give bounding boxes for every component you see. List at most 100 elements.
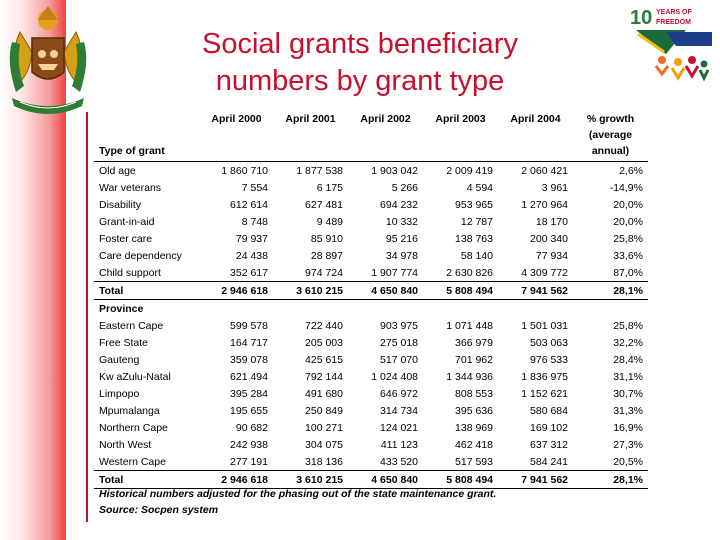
growth-value: 32,2% bbox=[613, 336, 643, 349]
cell-value: 3 610 215 bbox=[273, 281, 348, 300]
cell-value: 77 934 bbox=[535, 249, 568, 262]
cell-value: 314 734 bbox=[380, 404, 418, 417]
column-header: April 2004 bbox=[510, 113, 561, 125]
cell-value: 4 594 bbox=[466, 181, 493, 194]
total-row: Total 2 946 618 3 610 215 4 650 840 5 808 49… bbox=[94, 281, 648, 300]
growth-value: 87,0% bbox=[613, 266, 643, 279]
cell-value: 318 136 bbox=[305, 455, 343, 468]
table-row: Grant-in-aid 8 748 9 489 10 332 12 787 18 170… bbox=[94, 213, 648, 230]
grant-total: Total 2 946 618 3 610 215 4 650 840 5 808 49… bbox=[94, 281, 648, 300]
row-label: Western Cape bbox=[99, 455, 166, 468]
cell-value: 612 614 bbox=[230, 198, 268, 211]
row-label: Foster care bbox=[99, 232, 153, 245]
cell-value: 100 271 bbox=[305, 421, 343, 434]
cell-value: 646 972 bbox=[380, 387, 418, 400]
page-title: Social grants beneficiary numbers by gra… bbox=[140, 26, 580, 100]
cell-value: 58 140 bbox=[460, 249, 493, 262]
table-row: Disability 612 614 627 481 694 232 953 965 1 … bbox=[94, 196, 648, 213]
header-row: (average bbox=[94, 129, 648, 145]
cell-value: 1 860 710 bbox=[221, 164, 268, 177]
row-label: Free State bbox=[99, 336, 149, 349]
cell-value: 1 344 936 bbox=[446, 370, 493, 383]
cell-value: 164 717 bbox=[230, 336, 268, 349]
growth-value: 25,8% bbox=[613, 319, 643, 332]
cell-value: 1 903 042 bbox=[371, 164, 418, 177]
growth-value: 28,4% bbox=[613, 353, 643, 366]
cell-value: 85 910 bbox=[310, 232, 343, 245]
cell-value: 7 554 bbox=[241, 181, 268, 194]
cell-value: 359 078 bbox=[230, 353, 268, 366]
cell-value: 169 102 bbox=[530, 421, 568, 434]
cell-value: 637 312 bbox=[530, 438, 568, 451]
cell-value: 10 332 bbox=[385, 215, 418, 228]
province-total: Total 2 946 618 3 610 215 4 650 840 5 808 49… bbox=[94, 470, 648, 489]
growth-value: 31,1% bbox=[613, 370, 643, 383]
cell-value: 90 682 bbox=[235, 421, 268, 434]
table-row: War veterans 7 554 6 175 5 266 4 594 3 961 -14… bbox=[94, 179, 648, 196]
left-vertical-rule bbox=[86, 112, 88, 522]
grant-rows: Old age 1 860 710 1 877 538 1 903 042 2 009 … bbox=[94, 162, 648, 282]
cell-value: 304 075 bbox=[305, 438, 343, 451]
cell-value: 124 021 bbox=[380, 421, 418, 434]
cell-value: 5 808 494 bbox=[423, 470, 498, 489]
cell-value: 138 763 bbox=[455, 232, 493, 245]
cell-value: 627 481 bbox=[305, 198, 343, 211]
cell-value: 6 175 bbox=[316, 181, 343, 194]
table-row: Child support 352 617 974 724 1 907 774 2 63… bbox=[94, 264, 648, 282]
row-label: Disability bbox=[99, 198, 142, 211]
growth-value: 20,0% bbox=[613, 215, 643, 228]
growth-value: 20,0% bbox=[613, 198, 643, 211]
cell-value: 95 216 bbox=[385, 232, 418, 245]
column-header: April 2003 bbox=[435, 113, 486, 125]
cell-value: 1 024 408 bbox=[371, 370, 418, 383]
cell-value: 2 946 618 bbox=[200, 281, 273, 300]
cell-value: 200 340 bbox=[530, 232, 568, 245]
cell-value: 24 438 bbox=[235, 249, 268, 262]
ten-years-of-freedom-logo: 10 YEARS OF FREEDOM bbox=[630, 7, 712, 82]
cell-value: 352 617 bbox=[230, 266, 268, 279]
grants-table: April 2000 April 2001 April 2002 April 2… bbox=[94, 113, 648, 489]
row-label: Gauteng bbox=[99, 353, 140, 366]
cell-value: 2 009 419 bbox=[446, 164, 493, 177]
cell-value: 8 748 bbox=[241, 215, 268, 228]
cell-value: 3 610 215 bbox=[273, 470, 348, 489]
cell-value: 976 533 bbox=[530, 353, 568, 366]
cell-value: 28 897 bbox=[310, 249, 343, 262]
table-row: Old age 1 860 710 1 877 538 1 903 042 2 009 … bbox=[94, 162, 648, 180]
growth-header: annual) bbox=[573, 145, 648, 162]
table-row: Care dependency 24 438 28 897 34 978 58 140 7… bbox=[94, 247, 648, 264]
cell-value: 792 144 bbox=[305, 370, 343, 383]
growth-value: 33,6% bbox=[613, 249, 643, 262]
cell-value: 1 501 031 bbox=[521, 319, 568, 332]
cell-value: 953 965 bbox=[455, 198, 493, 211]
cell-value: 517 070 bbox=[380, 353, 418, 366]
cell-value: 1 071 448 bbox=[446, 319, 493, 332]
growth-value: 28,1% bbox=[573, 281, 648, 300]
cell-value: 1 152 621 bbox=[521, 387, 568, 400]
svg-text:YEARS OF: YEARS OF bbox=[656, 9, 693, 16]
grant-section-label: Type of grant bbox=[94, 145, 200, 162]
cell-value: 18 170 bbox=[535, 215, 568, 228]
column-header: April 2001 bbox=[285, 113, 336, 125]
table-row: Free State 164 717 205 003 275 018 366 979 50… bbox=[94, 334, 648, 351]
cell-value: 2 060 421 bbox=[521, 164, 568, 177]
cell-value: 5 808 494 bbox=[423, 281, 498, 300]
table-row: Northern Cape 90 682 100 271 124 021 138 969… bbox=[94, 419, 648, 436]
total-row: Total 2 946 618 3 610 215 4 650 840 5 808 49… bbox=[94, 470, 648, 489]
cell-value: 517 593 bbox=[455, 455, 493, 468]
row-label: Limpopo bbox=[99, 387, 140, 400]
cell-value: 250 849 bbox=[305, 404, 343, 417]
cell-value: 5 266 bbox=[391, 181, 418, 194]
cell-value: 4 309 772 bbox=[521, 266, 568, 279]
column-header: April 2002 bbox=[360, 113, 411, 125]
header-row: April 2000 April 2001 April 2002 April 2… bbox=[94, 113, 648, 129]
growth-value: 27,3% bbox=[613, 438, 643, 451]
header-spacer bbox=[94, 113, 200, 129]
row-label: Child support bbox=[99, 266, 161, 279]
source-note: Source: Socpen system bbox=[99, 504, 219, 516]
left-red-band bbox=[0, 0, 66, 540]
row-label: Kw aZulu-Natal bbox=[99, 370, 171, 383]
svg-text:FREEDOM: FREEDOM bbox=[656, 19, 691, 26]
row-label: Eastern Cape bbox=[99, 319, 164, 332]
row-label: Grant-in-aid bbox=[99, 215, 155, 228]
